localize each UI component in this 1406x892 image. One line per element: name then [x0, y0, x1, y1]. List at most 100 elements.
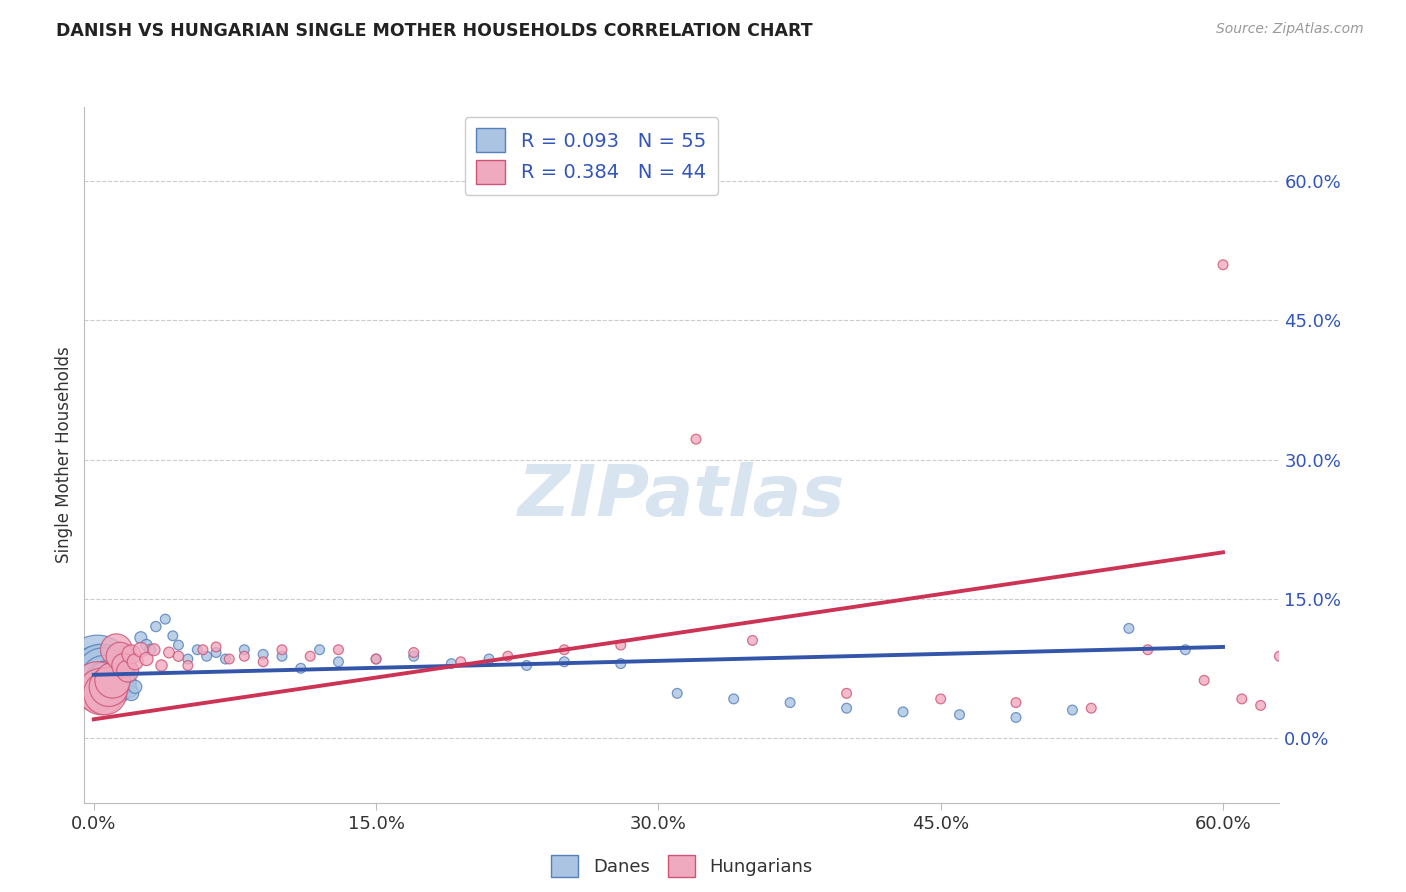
Point	[328, 655, 350, 669]
Point	[496, 649, 519, 664]
Point	[478, 652, 501, 666]
Point	[948, 707, 970, 722]
Point	[891, 705, 914, 719]
Point	[117, 675, 139, 690]
Point	[609, 638, 631, 652]
Point	[218, 652, 240, 666]
Point	[271, 649, 294, 664]
Point	[101, 673, 124, 688]
Point	[124, 655, 146, 669]
Point	[112, 671, 135, 685]
Point	[929, 692, 952, 706]
Point	[111, 680, 134, 694]
Point	[609, 657, 631, 671]
Text: DANISH VS HUNGARIAN SINGLE MOTHER HOUSEHOLDS CORRELATION CHART: DANISH VS HUNGARIAN SINGLE MOTHER HOUSEH…	[56, 22, 813, 40]
Point	[1136, 642, 1159, 657]
Point	[90, 684, 112, 698]
Point	[553, 642, 575, 657]
Point	[1212, 258, 1234, 272]
Point	[105, 642, 128, 657]
Point	[89, 671, 111, 685]
Point	[205, 640, 228, 654]
Point	[516, 658, 538, 673]
Point	[450, 655, 472, 669]
Point	[233, 649, 256, 664]
Point	[1230, 692, 1253, 706]
Point	[1192, 673, 1215, 688]
Point	[1268, 649, 1291, 664]
Point	[402, 649, 425, 664]
Point	[252, 655, 274, 669]
Point	[139, 642, 162, 657]
Point	[1174, 642, 1197, 657]
Point	[666, 686, 689, 700]
Point	[1005, 696, 1028, 710]
Point	[97, 680, 120, 694]
Point	[86, 680, 108, 694]
Point	[120, 648, 142, 662]
Legend: Danes, Hungarians: Danes, Hungarians	[544, 847, 820, 884]
Point	[96, 677, 118, 691]
Point	[94, 686, 117, 700]
Point	[233, 642, 256, 657]
Point	[108, 649, 131, 664]
Point	[835, 686, 858, 700]
Point	[150, 658, 173, 673]
Point	[91, 667, 114, 681]
Point	[167, 649, 190, 664]
Point	[103, 677, 125, 691]
Point	[145, 619, 167, 633]
Point	[214, 652, 236, 666]
Point	[94, 673, 117, 688]
Point	[90, 665, 112, 680]
Point	[252, 648, 274, 662]
Point	[129, 642, 152, 657]
Point	[723, 692, 745, 706]
Point	[124, 680, 146, 694]
Point	[1005, 710, 1028, 724]
Point	[290, 661, 312, 675]
Point	[117, 664, 139, 678]
Point	[135, 638, 157, 652]
Point	[741, 633, 763, 648]
Point	[100, 680, 122, 694]
Point	[97, 675, 120, 690]
Point	[143, 642, 166, 657]
Point	[118, 682, 141, 697]
Y-axis label: Single Mother Households: Single Mother Households	[55, 347, 73, 563]
Point	[308, 642, 330, 657]
Point	[685, 432, 707, 446]
Point	[112, 658, 135, 673]
Point	[1118, 621, 1140, 635]
Point	[271, 642, 294, 657]
Point	[440, 657, 463, 671]
Point	[364, 652, 387, 666]
Point	[1062, 703, 1084, 717]
Point	[835, 701, 858, 715]
Point	[101, 673, 124, 688]
Text: Source: ZipAtlas.com: Source: ZipAtlas.com	[1216, 22, 1364, 37]
Point	[299, 649, 322, 664]
Text: ZIPatlas: ZIPatlas	[519, 462, 845, 531]
Point	[114, 677, 136, 691]
Point	[553, 655, 575, 669]
Point	[86, 664, 108, 678]
Point	[186, 642, 208, 657]
Point	[779, 696, 801, 710]
Point	[195, 649, 218, 664]
Point	[135, 652, 157, 666]
Point	[167, 638, 190, 652]
Point	[205, 646, 228, 660]
Point	[129, 631, 152, 645]
Point	[162, 629, 184, 643]
Point	[177, 658, 200, 673]
Point	[177, 652, 200, 666]
Point	[120, 686, 142, 700]
Point	[105, 680, 128, 694]
Point	[155, 612, 177, 626]
Point	[157, 646, 180, 660]
Point	[328, 642, 350, 657]
Point	[191, 642, 214, 657]
Point	[108, 675, 131, 690]
Point	[402, 646, 425, 660]
